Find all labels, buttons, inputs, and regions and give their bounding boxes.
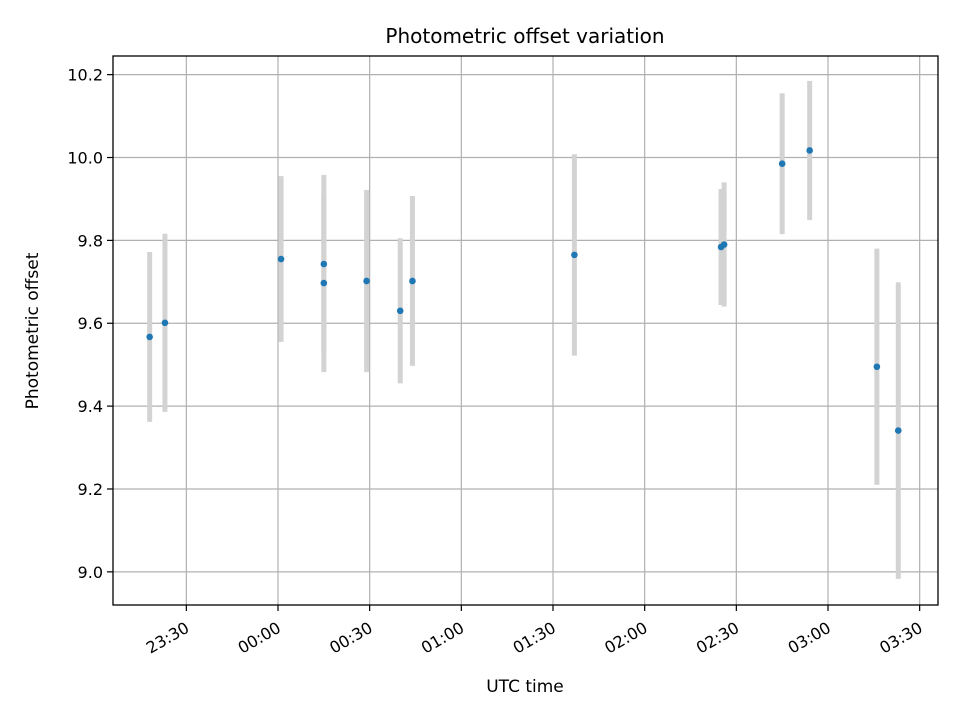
data-point [409,277,416,285]
data-point [571,251,578,259]
data-point [873,363,881,371]
y-tick-label: 10.0 [67,149,103,168]
data-point [720,241,728,248]
plot-frame [112,55,939,606]
data-point [806,147,813,154]
data-point [320,279,328,287]
data-point [396,307,404,315]
data-points [146,147,902,434]
grid [113,56,938,605]
y-tick-label: 9.2 [78,480,103,499]
data-point [146,333,153,341]
data-point [161,319,169,327]
data-point [894,427,902,434]
data-point [363,277,370,285]
data-point [320,260,328,268]
data-point [277,255,285,263]
y-tick-label: 9.4 [78,397,103,416]
y-axis-label: Photometric offset [23,252,43,409]
x-axis-label: UTC time [486,677,564,697]
data-point [778,160,786,168]
y-tick-label: 9.8 [78,231,103,250]
y-tick-label: 9.6 [78,314,103,333]
y-tick-label: 10.2 [67,66,103,85]
chart-title: Photometric offset variation [385,24,664,48]
y-tick-label: 9.0 [78,563,103,582]
y-axis: 9.0 9.2 9.4 9.6 9.8 10.0 10.2 [67,66,113,582]
